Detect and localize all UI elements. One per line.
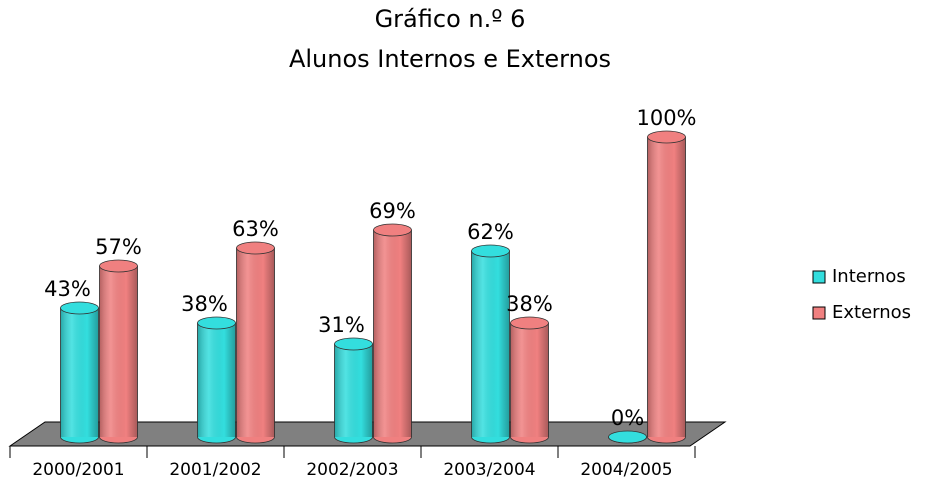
bar-top (608, 430, 647, 444)
data-label: 38% (181, 292, 228, 316)
bar (510, 316, 549, 444)
x-tick-label: 2003/2004 (443, 460, 535, 480)
chart-subtitle: Alunos Internos e Externos (289, 45, 611, 73)
chart-title: Gráfico n.º 6 (375, 5, 526, 33)
legend-swatch (812, 306, 826, 320)
bar-top (373, 223, 412, 237)
bar-top (197, 316, 236, 330)
data-label: 57% (95, 235, 142, 259)
x-tick-label: 2001/2002 (169, 460, 261, 480)
bar (197, 316, 236, 444)
bar-shade (60, 308, 99, 437)
bar (647, 130, 686, 444)
bar-shade (99, 266, 138, 437)
bar (60, 301, 99, 444)
data-label: 0% (611, 406, 644, 430)
data-label: 69% (369, 199, 416, 223)
bar (373, 223, 412, 444)
x-tick-label: 2004/2005 (580, 460, 672, 480)
bar (99, 259, 138, 444)
bar-top (647, 130, 686, 144)
x-tick-label: 2002/2003 (306, 460, 398, 480)
bar-top (236, 241, 275, 255)
bar-shade (471, 251, 510, 437)
bar-shade (373, 230, 412, 437)
x-tick-label: 2000/2001 (32, 460, 124, 480)
legend-swatch (812, 270, 826, 284)
data-label: 63% (232, 217, 279, 241)
data-label: 38% (506, 292, 553, 316)
bar (471, 244, 510, 444)
data-label: 100% (636, 106, 696, 130)
bar-shade (334, 344, 373, 437)
bar (608, 430, 647, 444)
bar-shade (236, 248, 275, 437)
bar-top (471, 244, 510, 258)
data-label: 43% (44, 277, 91, 301)
bar (236, 241, 275, 444)
legend-label: Externos (832, 302, 911, 323)
bar-top (334, 337, 373, 351)
data-label: 31% (318, 313, 365, 337)
data-label: 62% (467, 220, 514, 244)
legend-label: Internos (832, 266, 906, 287)
bar-top (510, 316, 549, 330)
bar (334, 337, 373, 444)
bar-shade (197, 323, 236, 437)
bar-top (99, 259, 138, 273)
bar-shade (647, 137, 686, 437)
bar-shade (510, 323, 549, 437)
bar-top (60, 301, 99, 315)
